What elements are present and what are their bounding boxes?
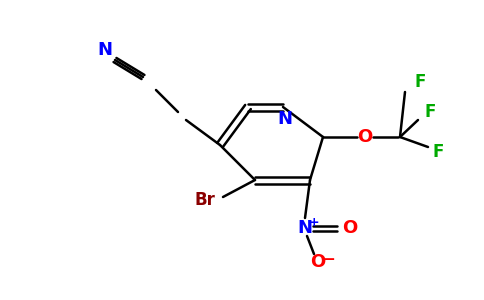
Text: O: O [310,253,326,271]
Text: N: N [97,41,112,59]
Text: F: F [424,103,436,121]
Text: +: + [309,215,319,229]
Text: F: F [432,143,444,161]
Text: N: N [277,110,292,128]
Text: −: − [323,251,335,266]
Text: O: O [357,128,373,146]
Text: F: F [414,73,426,91]
Text: O: O [342,219,358,237]
Text: N: N [298,219,313,237]
Text: Br: Br [195,191,215,209]
